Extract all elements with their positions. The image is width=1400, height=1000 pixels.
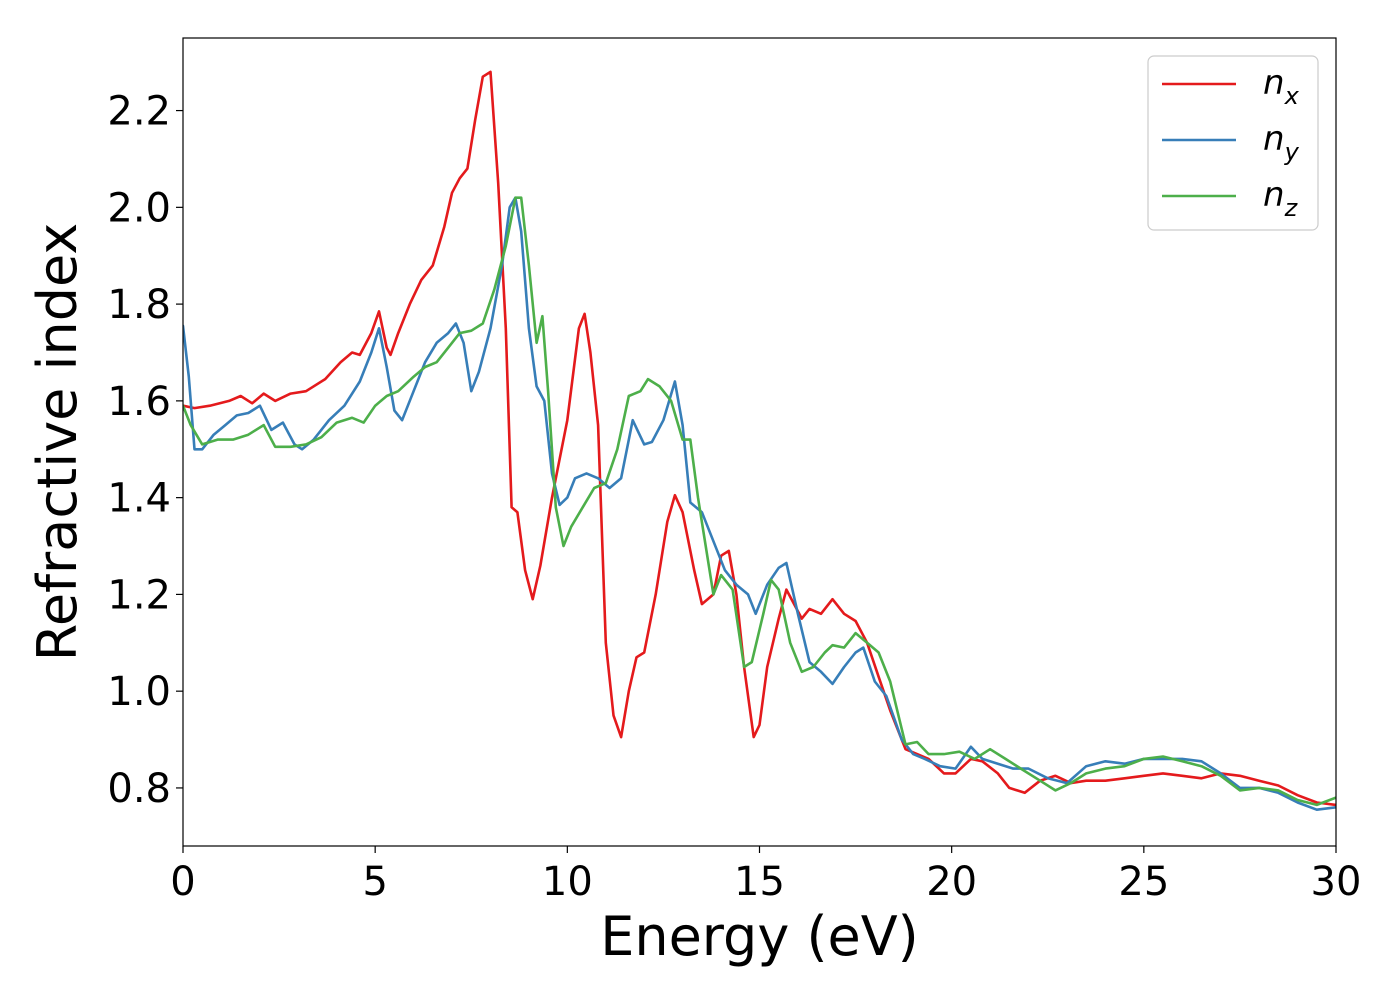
- y-tick-label: 1.6: [107, 379, 171, 425]
- x-tick-label: 20: [926, 859, 977, 905]
- x-tick-label: 25: [1118, 859, 1169, 905]
- legend-box: [1147, 55, 1319, 231]
- x-tick-label: 5: [362, 859, 387, 905]
- x-tick-label: 10: [542, 859, 593, 905]
- series-line-n-y: [183, 196, 1336, 811]
- x-tick-label: 30: [1311, 859, 1362, 905]
- series-line-n-z: [183, 196, 1336, 807]
- legend-label: ny: [1263, 119, 1300, 166]
- legend-label-subscript: x: [1284, 82, 1300, 110]
- y-tick-label: 1.8: [107, 282, 171, 328]
- y-tick-label: 0.8: [107, 766, 171, 812]
- legend-label: nx: [1263, 63, 1300, 110]
- y-axis-label: Refractive index: [26, 223, 89, 662]
- legend-label-base: n: [1263, 175, 1285, 215]
- legend-label-base: n: [1263, 119, 1285, 159]
- legend-label-base: n: [1263, 63, 1285, 103]
- y-tick-label: 1.2: [107, 572, 171, 618]
- legend-label-subscript: z: [1284, 194, 1299, 222]
- x-tick-label: 15: [734, 859, 785, 905]
- series-layer: [183, 70, 1336, 811]
- y-ticks: 0.8 1.0 1.2 1.4 1.6 1.8 2.0 2.2: [107, 89, 183, 812]
- legend-label: nz: [1263, 175, 1299, 222]
- y-tick-label: 2.2: [107, 89, 171, 135]
- x-ticks: 0 5 10 15 20 25 30: [170, 846, 1361, 905]
- y-tick-label: 1.0: [107, 669, 171, 715]
- x-axis-label: Energy (eV): [600, 905, 919, 968]
- series-line-n-x: [183, 70, 1336, 807]
- y-tick-label: 2.0: [107, 185, 171, 231]
- y-tick-label: 1.4: [107, 476, 171, 522]
- legend-label-subscript: y: [1284, 138, 1300, 166]
- x-tick-label: 0: [170, 859, 195, 905]
